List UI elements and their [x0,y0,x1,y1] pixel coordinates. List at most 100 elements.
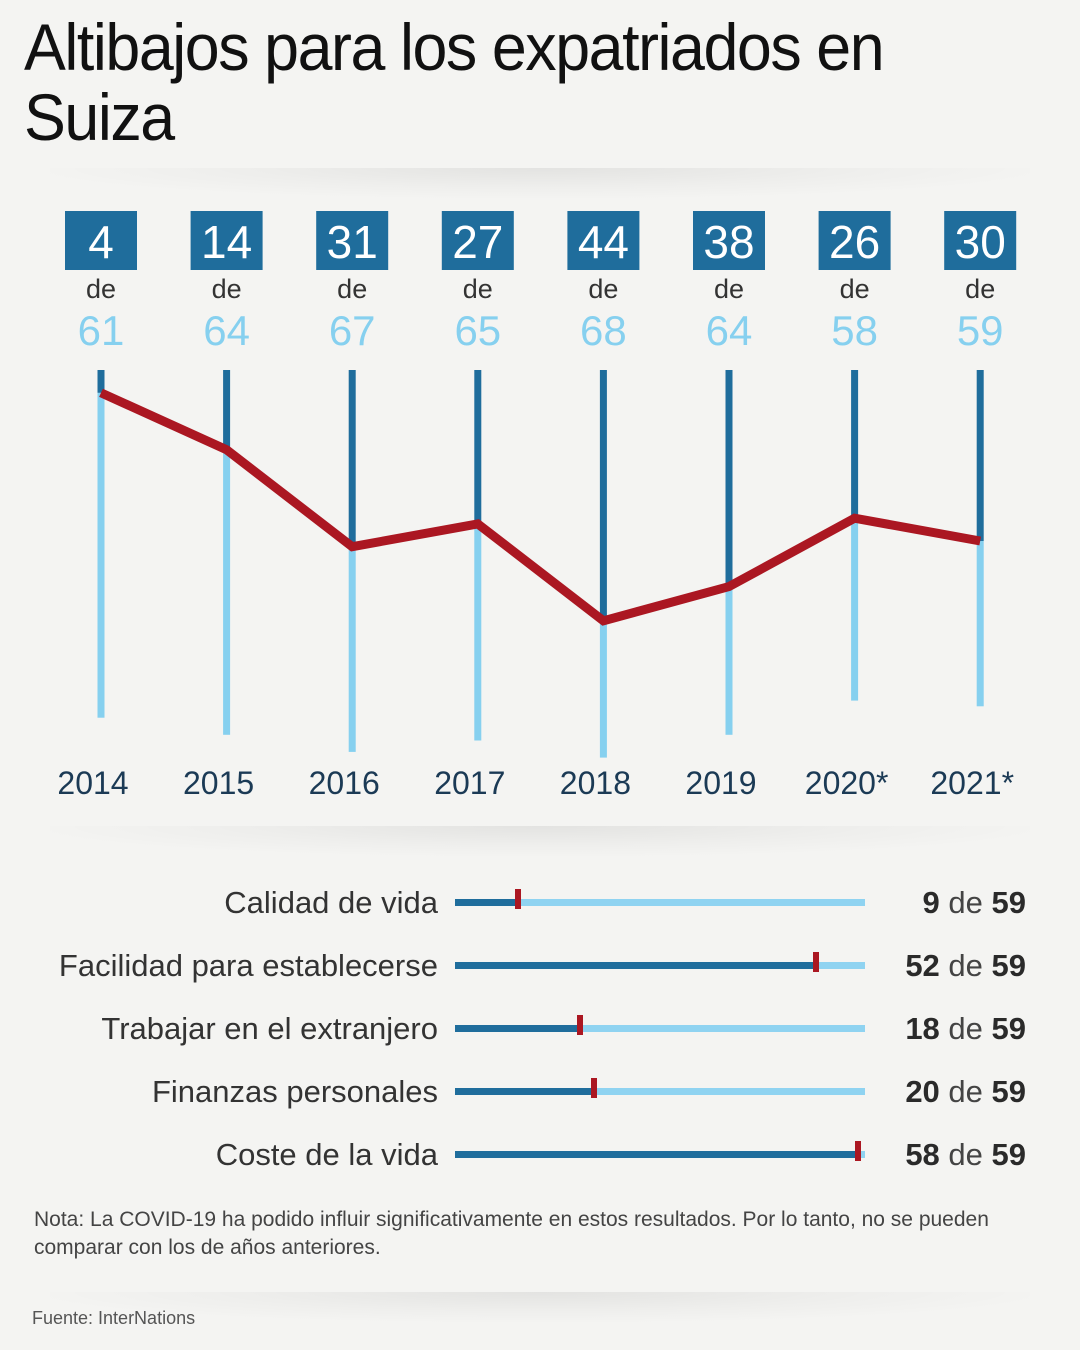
rank-bar [97,370,105,393]
connector-label: de [939,1137,992,1172]
category-track [455,952,865,972]
total-value: 64 [706,307,753,354]
year-label: 2014 [57,765,128,801]
category-label: Calidad de vida [224,885,438,920]
rank-value: 27 [452,216,503,268]
rank-bar [851,370,859,519]
rank-value: 4 [88,216,114,268]
section-divider [50,1292,1030,1322]
footnote: Nota: La COVID-19 ha podido influir sign… [34,1208,989,1259]
category-track [455,889,865,909]
category-value: 52 de 59 [905,946,1026,986]
total-bar [348,546,356,752]
rank-bar [474,370,482,524]
rank-box [190,211,263,270]
category-row: Finanzas personales 20 de 59 [0,1072,1080,1122]
year-label: 2016 [309,765,380,801]
total-value: 58 [831,307,878,354]
rank-bar [348,370,356,547]
category-row: Calidad de vida 9 de 59 [0,883,1080,933]
connector-label: de [588,274,618,304]
category-total: 59 [991,1074,1026,1109]
connector-label: de [463,274,493,304]
rank-value: 30 [955,216,1006,268]
ranking-line [99,388,982,626]
category-rank-fill [455,899,518,906]
connector-label: de [86,274,116,304]
category-value: 9 de 59 [923,883,1026,923]
total-bar [725,586,733,735]
rank-bar [725,370,733,587]
category-rank-marker [813,952,820,972]
category-rank: 9 [922,885,940,920]
category-rank-fill [455,1088,594,1095]
year-label: 2021* [930,765,1014,801]
rank-bar [599,370,607,621]
section-divider [50,168,1030,198]
rank-value: 31 [327,216,378,268]
yearly-ranking-chart: 4de61201414de64201531de67201627de6520174… [57,211,1017,801]
total-value: 64 [203,307,250,354]
total-bar [97,392,105,718]
category-row: Facilidad para establecerse 52 de 59 [0,946,1080,996]
connector-label: de [939,1074,992,1109]
category-rank-fill [455,1025,581,1032]
category-total: 59 [991,1137,1026,1172]
category-label: Facilidad para establecerse [58,948,438,983]
category-rank-marker [577,1015,584,1035]
rank-box [65,211,137,270]
category-rank-marker [590,1078,597,1098]
category-rank-marker [514,889,521,909]
connector-label: de [939,948,992,983]
category-total: 59 [991,1011,1026,1046]
category-rank-marker [855,1141,862,1161]
rank-bar [223,370,231,450]
rank-box [693,211,765,270]
category-rank-fill [455,962,817,969]
connector-label: de [212,274,242,304]
total-value: 61 [78,307,125,354]
connector-label: de [337,274,367,304]
source-credit: Fuente: InterNations [32,1308,196,1328]
year-label: 2018 [560,765,631,801]
year-label: 2017 [434,765,505,801]
total-value: 67 [329,307,376,354]
rank-box [441,211,514,270]
connector-label: de [939,1011,992,1046]
year-label: 2020* [805,765,889,801]
category-track [455,1141,865,1161]
rank-value: 44 [578,216,629,268]
total-bar [223,449,231,735]
category-rank: 52 [905,948,940,983]
connector-label: de [840,274,870,304]
connector-label: de [714,274,744,304]
category-total: 59 [991,885,1026,920]
category-label: Finanzas personales [151,1074,438,1109]
total-value: 68 [580,307,627,354]
category-total: 59 [991,948,1026,983]
total-value: 65 [454,307,501,354]
section-divider [50,826,1030,856]
total-value: 59 [957,307,1004,354]
category-rank: 58 [905,1137,940,1172]
rank-box [818,211,891,270]
category-rank: 18 [905,1011,940,1046]
rank-value: 38 [703,216,754,268]
rank-value: 14 [201,216,252,268]
total-bar [599,620,607,758]
category-rank: 20 [905,1074,940,1109]
category-row: Coste de la vida 58 de 59 [0,1135,1080,1185]
category-value: 20 de 59 [905,1072,1026,1112]
category-label: Trabajar en el extranjero [101,1011,438,1046]
connector-label: de [939,885,992,920]
category-track [455,1015,865,1035]
year-label: 2019 [685,765,756,801]
rank-box [316,211,389,270]
category-value: 58 de 59 [905,1135,1026,1175]
rank-box [567,211,640,270]
category-label: Coste de la vida [215,1137,438,1172]
total-bar [976,541,984,707]
category-rank-fill [455,1151,859,1158]
category-track [455,1078,865,1098]
category-value: 18 de 59 [905,1009,1026,1049]
